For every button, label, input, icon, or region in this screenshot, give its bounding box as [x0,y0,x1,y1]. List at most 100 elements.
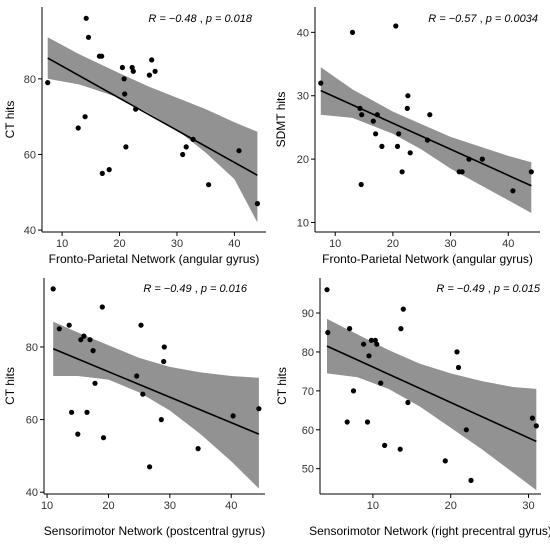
data-point [81,333,87,339]
y-tick-label: 30 [297,91,309,103]
data-point [146,72,152,78]
data-point [119,64,125,71]
data-point [236,148,242,154]
y-tick-label: 50 [302,464,314,476]
data-point [121,76,127,82]
data-point [85,34,92,40]
x-tick-label: 40 [228,238,240,250]
data-point [254,201,260,207]
data-point [427,112,433,118]
data-point [394,143,401,149]
x-tick-label: 40 [225,500,237,512]
data-point [50,286,56,292]
data-point [510,188,516,194]
data-point [87,337,93,343]
data-point [190,136,196,142]
scatter-panel-ct-postcentral: 10 20 30 40 40 60 80 Sensorimotor Network (post… [3,278,265,538]
data-point [529,415,535,421]
y-axis-label: CT hits [275,367,289,405]
data-point [370,118,376,124]
x-tick-label: 10 [329,238,341,250]
data-point [152,68,158,74]
data-point [122,91,128,97]
y-tick-label: 60 [26,415,38,427]
correlation-annotation: R = −0.49 , p = 0.015 [436,283,541,295]
scatter-panel-sdmt-frontoparietal: 10 20 30 40 10 20 30 40 Fronto-Parietal Network … [275,7,540,266]
y-tick-label: 60 [24,149,36,161]
scatter-panel-ct-precentral: 10 20 30 50 60 70 80 90 Sensorimotor Network (ri… [275,278,550,538]
data-point [405,93,411,99]
data-point [350,388,357,394]
data-point [256,406,262,412]
data-point [183,144,189,150]
y-tick-label: 10 [297,217,309,229]
y-tick-label: 80 [24,74,36,86]
data-point [75,125,81,131]
data-point [147,464,153,470]
y-tick-label: 60 [302,425,314,437]
x-tick-label: 30 [171,238,183,250]
scatter-panel-ct-frontoparietal: 10 20 30 40 40 60 80 Fronto-Parietal Network (a… [3,7,266,266]
data-point [45,80,51,86]
x-tick-label: 30 [444,238,456,250]
data-point [123,144,129,150]
data-point [479,156,485,162]
x-tick-label: 10 [367,500,379,512]
data-point [56,326,62,332]
data-point [138,322,144,328]
data-point [158,417,164,423]
x-tick-label: 40 [502,238,514,250]
data-point [69,409,75,415]
data-point [368,337,374,343]
data-point [455,364,462,371]
data-point [405,399,411,406]
data-point [364,419,371,425]
data-point [533,423,539,429]
y-tick-label: 40 [26,487,38,499]
data-point [454,349,460,355]
x-tick-label: 10 [56,238,68,250]
data-point [374,341,380,347]
data-point [358,181,364,188]
data-point [149,57,155,63]
x-axis-label: Sensorimotor Network (postcentral gyrus) [44,524,265,538]
data-point [230,413,236,419]
data-point [396,131,402,137]
data-point [99,304,105,310]
data-point [357,105,363,111]
y-tick-label: 20 [297,154,309,166]
data-point [378,380,384,386]
data-point [397,446,403,452]
x-tick-label: 20 [102,500,114,512]
data-point [66,322,72,328]
data-point [468,477,474,483]
y-tick-label: 40 [297,27,309,39]
x-tick-label: 30 [164,500,176,512]
regression-line [52,348,260,435]
data-point [134,373,140,379]
data-point [90,348,96,354]
data-point [318,80,324,86]
data-point [393,23,399,29]
confidence-band [47,37,258,223]
data-point [106,167,112,173]
x-tick-label: 30 [522,500,534,512]
data-point [349,29,356,35]
data-point [463,427,469,433]
y-axis-label: CT hits [3,101,17,139]
x-tick-label: 10 [41,500,53,512]
data-point [161,358,167,365]
y-axis-label: CT hits [3,367,17,405]
data-point [78,337,84,343]
confidence-band [53,321,259,489]
data-point [442,458,448,464]
data-point [206,182,212,188]
data-point [180,151,186,158]
data-point [528,169,534,175]
data-point [366,353,372,359]
data-point [161,344,167,350]
data-point [398,326,404,332]
data-point [359,112,365,118]
data-point [130,68,136,74]
correlation-annotation: R = −0.48 , p = 0.018 [148,13,253,25]
